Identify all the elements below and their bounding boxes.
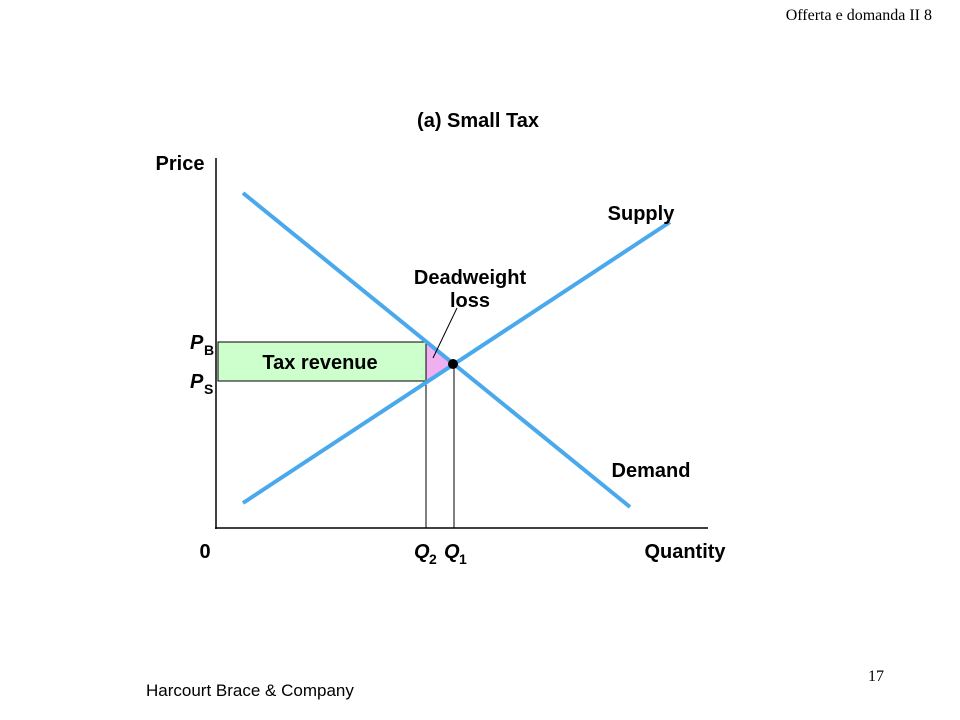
ps-subscript: S	[204, 381, 213, 397]
tax-revenue-label: Tax revenue	[262, 352, 377, 374]
x-axis-label: Quantity	[644, 541, 726, 563]
pointer	[432, 307, 458, 359]
dwl-label: Deadweight	[414, 267, 527, 289]
q2-label: Q	[414, 541, 430, 563]
page-number: 17	[868, 668, 884, 685]
ps-label: P	[190, 371, 204, 393]
origin-label: 0	[199, 541, 210, 563]
pb-subscript: B	[204, 342, 214, 358]
publisher: Harcourt Brace & Company	[146, 681, 354, 700]
equilibrium-point	[448, 359, 458, 369]
q1-label: Q	[444, 541, 460, 563]
pb-label: P	[190, 332, 204, 354]
header: Offerta e domanda II 8	[786, 7, 932, 24]
tax-revenue-area	[217, 341, 427, 382]
y-axis-label: Price	[156, 153, 205, 175]
title: (a) Small Tax	[417, 110, 539, 132]
demand-label: Demand	[612, 460, 691, 482]
dwl-label: loss	[450, 290, 490, 312]
deadweight-loss-area	[426, 342, 453, 381]
supply-label: Supply	[608, 203, 676, 225]
q1-subscript: 1	[459, 551, 467, 567]
q2-subscript: 2	[429, 551, 437, 567]
